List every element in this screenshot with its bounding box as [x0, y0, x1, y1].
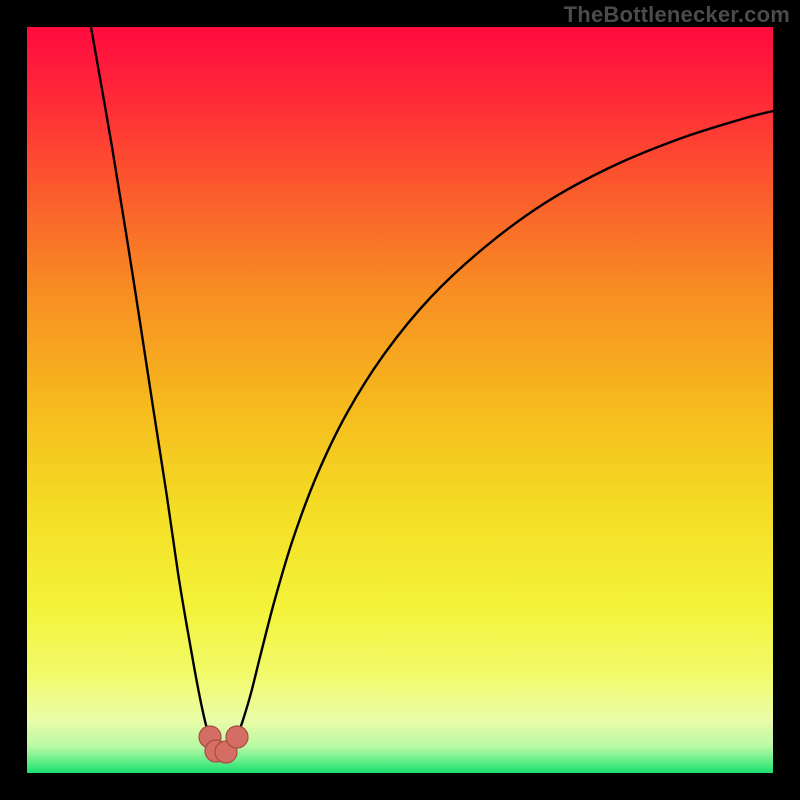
valley-marker — [226, 726, 248, 748]
watermark-text: TheBottlenecker.com — [564, 2, 790, 28]
bottleneck-chart — [27, 27, 773, 773]
chart-background — [27, 27, 773, 773]
